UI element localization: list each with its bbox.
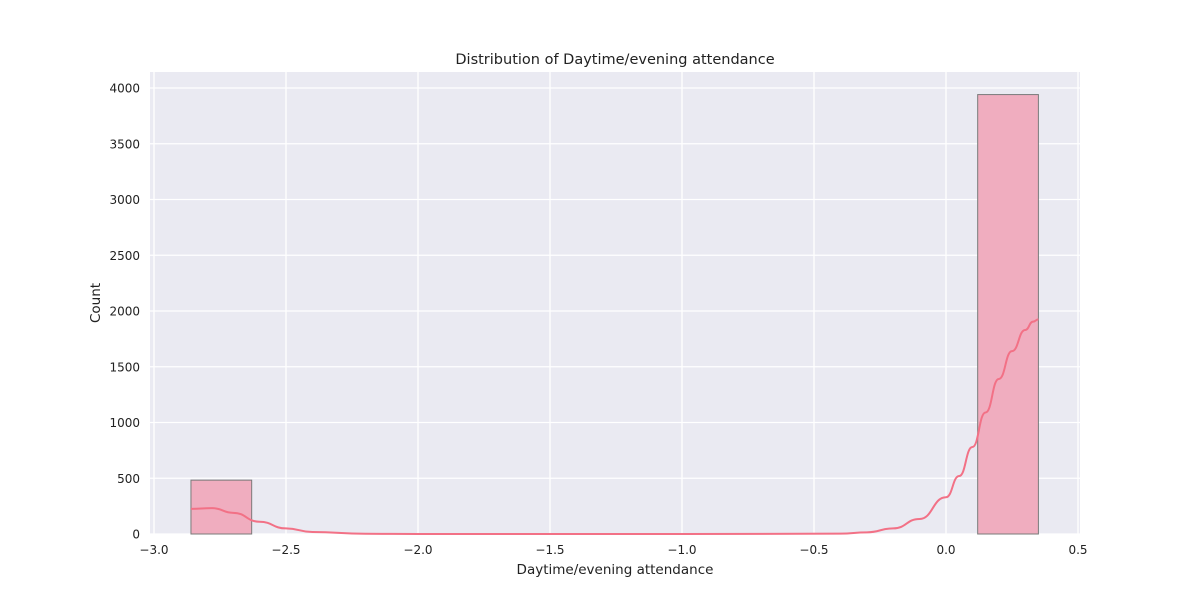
- y-tick-label: 3000: [109, 193, 140, 207]
- x-tick-label: −0.5: [799, 543, 828, 557]
- y-tick-label: 2500: [109, 249, 140, 263]
- y-tick-label: 3500: [109, 137, 140, 151]
- y-tick-label: 0: [132, 528, 140, 542]
- y-tick-label: 500: [117, 472, 140, 486]
- x-tick-label: −2.0: [403, 543, 432, 557]
- y-tick-label: 4000: [109, 82, 140, 96]
- histogram-bar: [190, 479, 253, 535]
- plot-background: [150, 72, 1080, 534]
- x-tick-label: 0.0: [936, 543, 955, 557]
- tick-layer: −3.0 −2.5 −2.0 −1.5 −1.0 −0.5 0.0 0.5 0 500 1000 15…: [109, 82, 1087, 558]
- y-tick-label: 1500: [109, 360, 140, 374]
- x-axis-label: Daytime/evening attendance: [517, 562, 714, 578]
- x-tick-label: 0.5: [1068, 543, 1087, 557]
- kde-layer: [190, 318, 1039, 536]
- chart-title: Distribution of Daytime/evening attendan…: [455, 52, 774, 68]
- y-tick-label: 1000: [109, 416, 140, 430]
- kde-line: [190, 318, 1039, 536]
- bar-layer: [190, 94, 1039, 535]
- x-tick-label: −1.5: [535, 543, 564, 557]
- x-tick-label: −3.0: [139, 543, 168, 557]
- grid-layer: [150, 72, 1080, 535]
- x-tick-label: −2.5: [271, 543, 300, 557]
- y-tick-label: 2000: [109, 305, 140, 319]
- x-tick-label: −1.0: [667, 543, 696, 557]
- histogram-bar: [977, 94, 1039, 535]
- y-axis-label: Count: [88, 283, 104, 323]
